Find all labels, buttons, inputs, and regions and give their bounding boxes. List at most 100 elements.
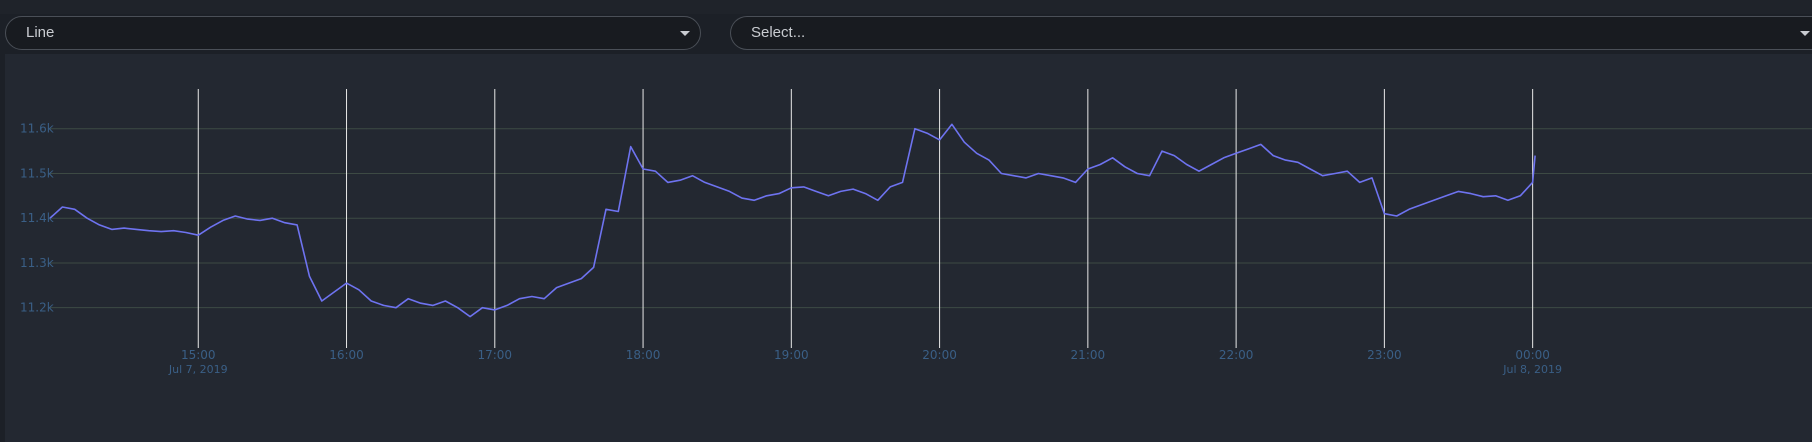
series-point [1025, 177, 1027, 179]
series-point [1396, 215, 1398, 217]
series-point [1248, 148, 1250, 150]
series-point [988, 159, 990, 161]
series-point [1322, 175, 1324, 177]
series-point [1433, 200, 1435, 202]
series-point [1186, 164, 1188, 166]
series-point [1458, 191, 1460, 193]
y-tick-label: 11.3k [20, 256, 54, 270]
series-point [111, 229, 113, 231]
series-point [420, 302, 422, 304]
chart-panel: 11.2k 11.3k 11.4k 11.5k 11.6k 15:00 16:00 17:00… [5, 54, 1812, 442]
x-tick-label: 15:00 [181, 348, 216, 362]
series-point [618, 211, 620, 213]
series-point [1062, 177, 1064, 179]
series-point [1507, 200, 1509, 202]
x-tick-label: 16:00 [329, 348, 364, 362]
series-point [321, 300, 323, 302]
series-point [383, 305, 385, 307]
series-point [432, 305, 434, 307]
series-point [963, 141, 965, 143]
series-point [445, 300, 447, 302]
series-point [1334, 173, 1336, 175]
series-point [1099, 164, 1101, 166]
series-point [1347, 170, 1349, 172]
series-point [1371, 177, 1373, 179]
series-point [1050, 175, 1052, 177]
series-point [259, 220, 261, 222]
series-point [568, 282, 570, 284]
series-point [753, 200, 755, 202]
chevron-down-icon [680, 31, 690, 36]
series-point [99, 224, 101, 226]
series-point [1384, 213, 1386, 215]
series-point [902, 182, 904, 184]
series-point [1297, 161, 1299, 163]
series-point [482, 307, 484, 309]
series-point [840, 191, 842, 193]
series-point [272, 217, 274, 219]
series-point [531, 296, 533, 298]
chevron-down-icon [1800, 31, 1810, 36]
series-point [926, 132, 928, 134]
chart-type-value: Line [26, 24, 55, 41]
series-point [692, 175, 694, 177]
series-point [395, 307, 397, 309]
series-point [543, 298, 545, 300]
series-point [1075, 182, 1077, 184]
x-tick-label: 19:00 [774, 348, 809, 362]
series-point [197, 234, 199, 236]
series-point [86, 217, 88, 219]
x-tick-label: 23:00 [1367, 348, 1402, 362]
series-point [630, 146, 632, 148]
x-tick-label: 22:00 [1219, 348, 1254, 362]
series-point [519, 298, 521, 300]
series-point [556, 287, 558, 289]
series-point [333, 291, 335, 293]
y-tick-label: 11.2k [20, 301, 54, 315]
series-point [939, 139, 941, 141]
series-point [185, 232, 187, 234]
series-point [309, 276, 311, 278]
series-point [1359, 182, 1361, 184]
series-point [74, 208, 76, 210]
series-point [247, 218, 249, 220]
x-tick-label: 00:00 [1515, 348, 1550, 362]
series-point [580, 278, 582, 280]
series-point [62, 206, 64, 208]
series-point [642, 168, 644, 170]
x-tick-label: 20:00 [922, 348, 957, 362]
series-point [284, 222, 286, 224]
series-point [852, 188, 854, 190]
series-select[interactable]: Select... [730, 16, 1812, 50]
series-point [494, 309, 496, 311]
series-point [1445, 195, 1447, 197]
series-point [1260, 144, 1262, 146]
series-point [914, 128, 916, 130]
series-point [1211, 164, 1213, 166]
series-point [1087, 168, 1089, 170]
series-point [1309, 168, 1311, 170]
series-point [1124, 166, 1126, 168]
series-point [877, 200, 879, 202]
series-point [49, 217, 51, 219]
series-point [235, 215, 237, 217]
series-point [1482, 196, 1484, 198]
chart-type-select[interactable]: Line [5, 16, 701, 50]
series-point [123, 227, 125, 229]
series-point [791, 187, 793, 189]
series-point [704, 182, 706, 184]
series-select-placeholder: Select... [751, 24, 806, 41]
y-tick-label: 11.5k [20, 166, 54, 180]
series-point [729, 191, 731, 193]
series-point [951, 123, 953, 125]
series-point [1161, 150, 1163, 152]
series-point [506, 305, 508, 307]
series-point [1112, 157, 1114, 159]
series-point [296, 224, 298, 226]
series-line [49, 123, 1536, 318]
series-point [1534, 155, 1536, 157]
series-point [741, 197, 743, 199]
series-point [716, 186, 718, 188]
top-strip [0, 0, 1812, 14]
series-point [889, 186, 891, 188]
